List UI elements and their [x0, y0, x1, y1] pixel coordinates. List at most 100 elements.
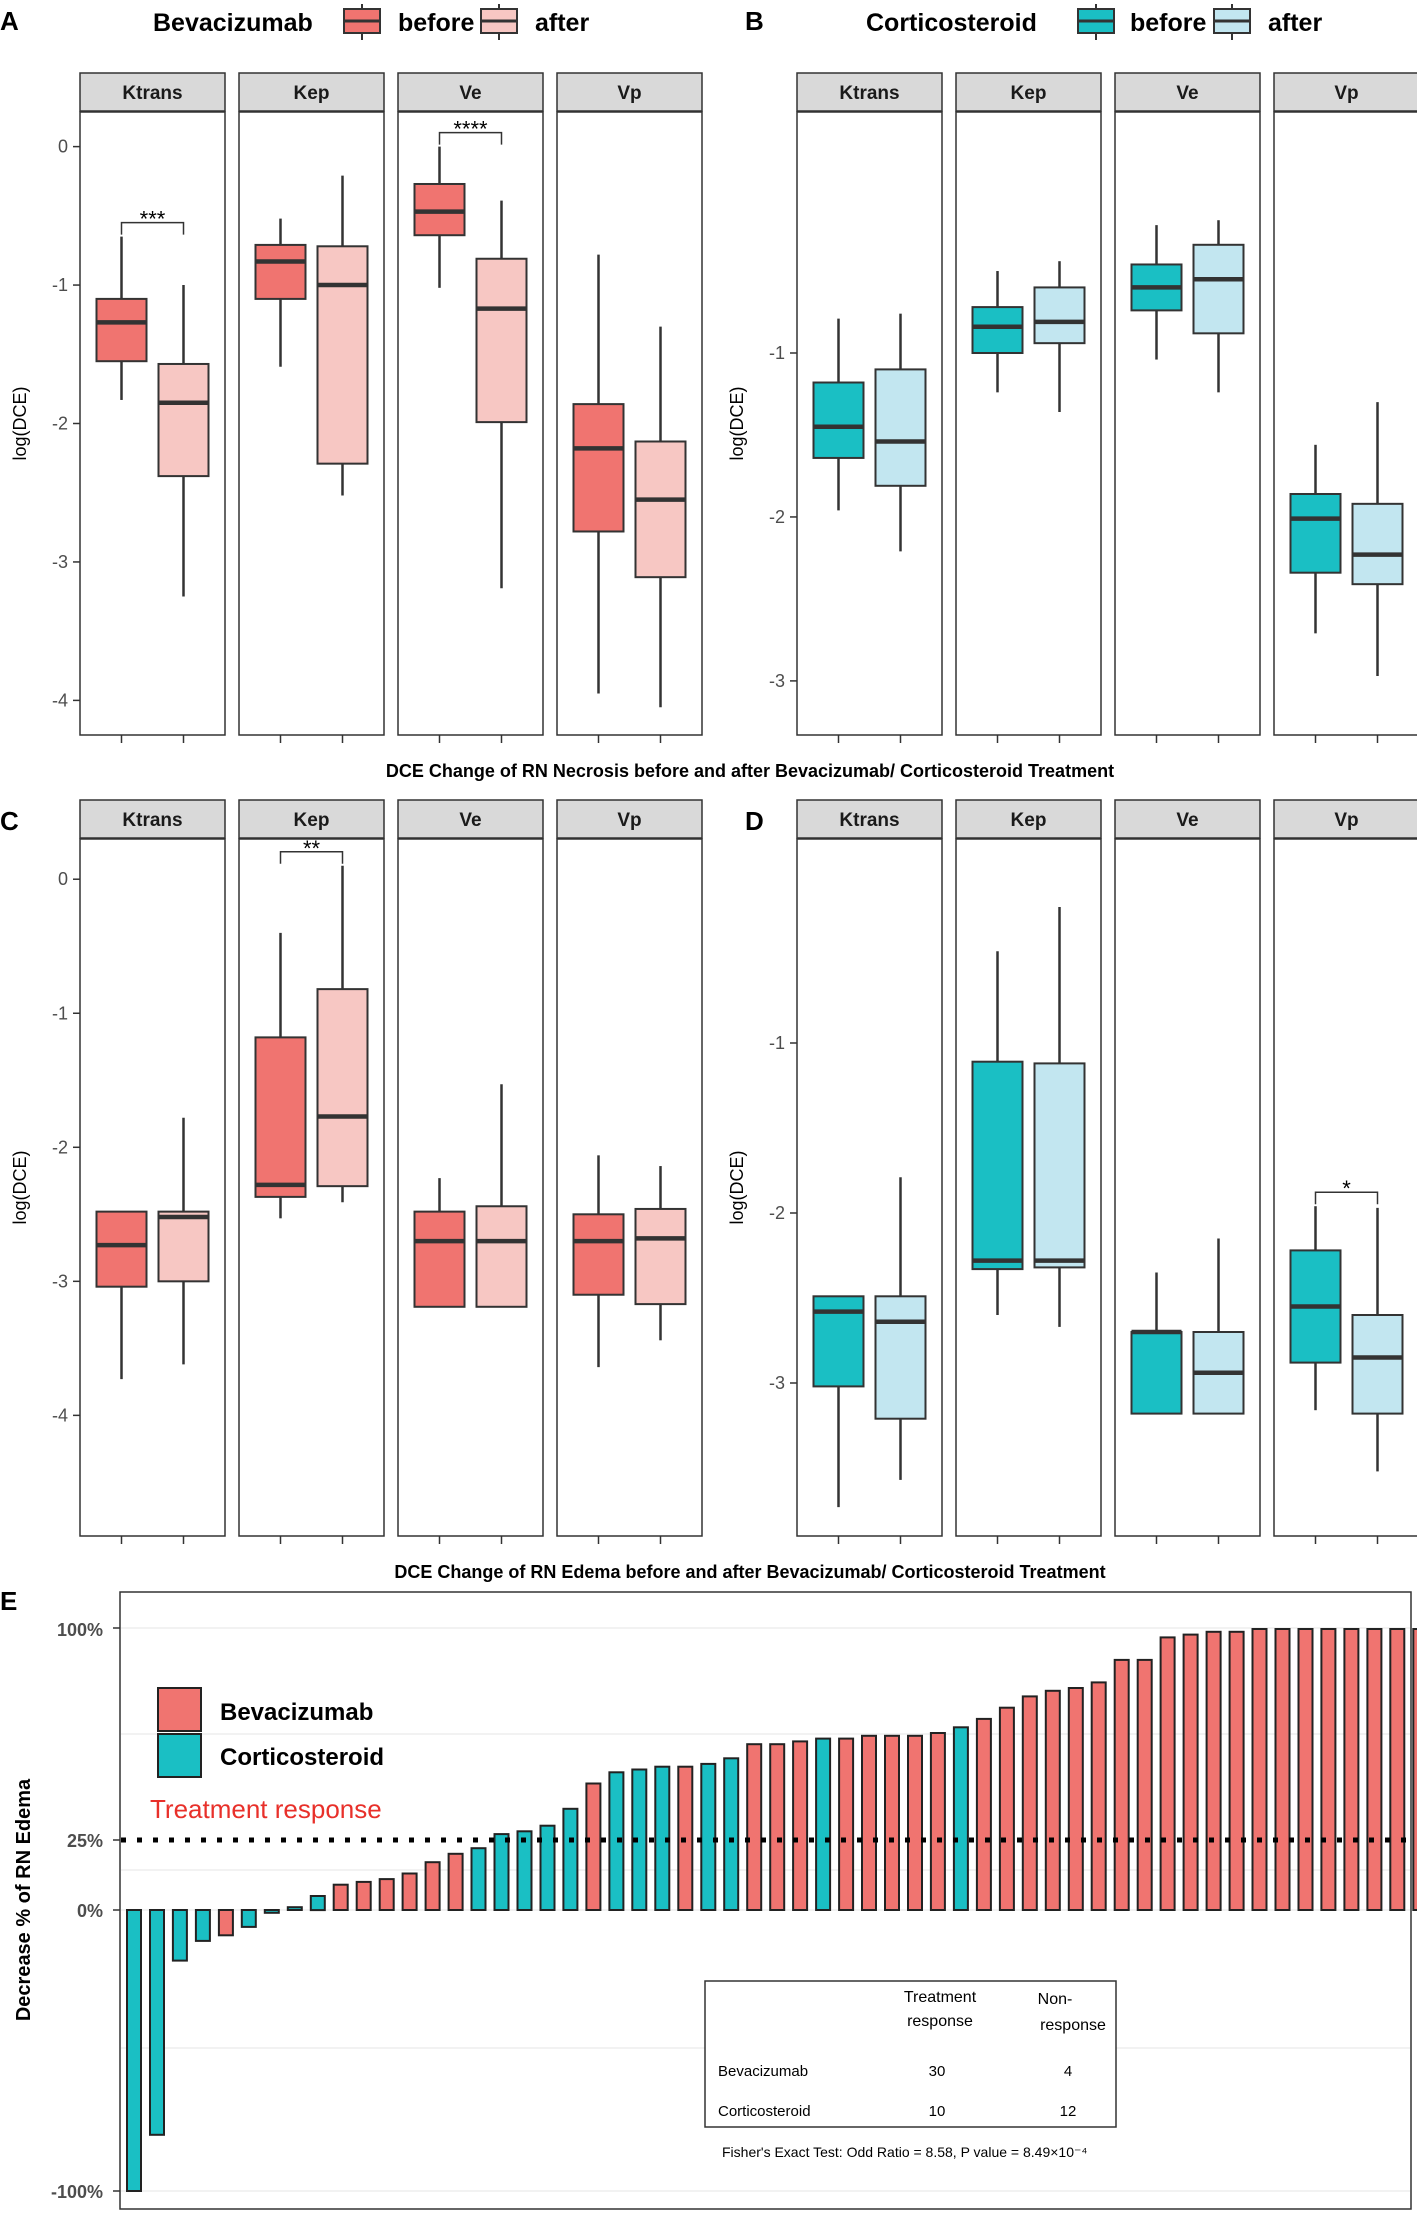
waterfall-bar-bev	[1412, 1628, 1417, 1911]
panel-e-waterfall: Decrease % of RN Edema 100% 25% 0% -100%…	[13, 1591, 1417, 2210]
box-before	[1289, 1206, 1342, 1544]
waterfall-bar-bev	[447, 1852, 464, 1912]
facet-strip-label: Kep	[294, 810, 330, 831]
facet-strip	[397, 799, 544, 839]
waterfall-bar-bev	[1228, 1630, 1245, 1912]
panel-d-box-plots: log(DCE) -1 -2 -3 Ktrans Kep Ve Vp *	[727, 799, 1417, 1544]
panel-letter-b: B	[745, 6, 764, 36]
box-iqr	[971, 1060, 1024, 1271]
waterfall-bar-bev	[1090, 1681, 1107, 1912]
waterfall-bar-bev	[1320, 1628, 1337, 1911]
y-tick-label: -2	[52, 414, 68, 434]
waterfall-bar-bev	[769, 1743, 786, 1911]
waterfall-bar-bev	[929, 1732, 946, 1911]
facet-ktrans: Ktrans ***	[79, 72, 226, 743]
y-tick-label: -3	[52, 1271, 68, 1291]
legend-cort-after-label: after	[1268, 9, 1322, 37]
waterfall-bar-cort	[562, 1807, 579, 1912]
box-before	[1130, 225, 1183, 743]
box-after	[1033, 907, 1086, 1544]
box-before	[971, 271, 1024, 743]
facet-ve: Ve ****	[397, 72, 544, 743]
facet-strip	[955, 72, 1102, 112]
y-axis-title: log(DCE)	[10, 1150, 30, 1224]
facet-strip-label: Ktrans	[122, 83, 182, 104]
facet-strip	[1114, 799, 1261, 839]
box-iqr	[971, 306, 1024, 355]
box-after	[475, 200, 528, 743]
facet-ve: Ve	[397, 799, 544, 1544]
waterfall-bar-bev	[1274, 1628, 1291, 1911]
table-row-cort-non: 12	[1060, 2103, 1077, 2120]
waterfall-bar-cort	[470, 1847, 487, 1911]
facet-ve: Ve	[1114, 799, 1261, 1544]
waterfall-bar-bev	[884, 1734, 900, 1912]
box-iqr	[316, 245, 369, 465]
facet-strip	[796, 799, 943, 839]
box-iqr	[157, 1210, 210, 1283]
legend-cort-title: Corticosteroid	[866, 9, 1037, 37]
box-iqr	[572, 403, 625, 533]
waterfall-bar-bev	[1182, 1633, 1199, 1911]
facet-frame	[955, 111, 1102, 736]
box-before	[1130, 1272, 1183, 1544]
facet-frame	[397, 838, 544, 1537]
y-tick-label: -1	[52, 1003, 68, 1023]
legend-corticosteroid: Corticosteroid before after	[866, 4, 1322, 40]
panel-letter-c: C	[0, 806, 19, 836]
waterfall-bar-bev	[1136, 1658, 1153, 1912]
box-after	[157, 1117, 210, 1544]
facet-frame	[796, 838, 943, 1537]
waterfall-bar-cort	[815, 1737, 832, 1911]
row-title-edema: DCE Change of RN Edema before and after …	[394, 1562, 1105, 1582]
box-iqr	[1033, 1062, 1086, 1269]
waterfall-bar-bev	[355, 1880, 372, 1912]
y-tick-label: -2	[769, 507, 785, 527]
box-iqr	[1130, 1331, 1183, 1415]
box-iqr	[1033, 286, 1086, 345]
waterfall-bar-bev	[975, 1717, 992, 1912]
y-tick-label: -2	[769, 1203, 785, 1223]
waterfall-bar-bev	[1366, 1628, 1383, 1911]
facet-strip-label: Vp	[1334, 83, 1358, 104]
legend-e-cort-key	[157, 1733, 202, 1778]
box-before	[95, 236, 148, 743]
facet-frame	[556, 838, 703, 1537]
table-row-cort-response: 10	[929, 2103, 946, 2120]
waterfall-bar-bev	[401, 1872, 418, 1911]
box-iqr	[254, 243, 307, 300]
facet-strip-label: Vp	[617, 83, 641, 104]
panel-e-ytick-100: 100%	[57, 1620, 103, 1640]
table-header-response-line1: Treatment	[904, 1989, 977, 2006]
y-tick-label: -4	[52, 1405, 68, 1425]
box-after	[634, 1166, 687, 1544]
box-iqr	[572, 1213, 625, 1296]
facet-strip-label: Ve	[1176, 83, 1198, 104]
waterfall-bar-cort	[700, 1762, 717, 1912]
facet-strip	[238, 799, 385, 839]
legend-cort-before-label: before	[1130, 9, 1207, 37]
significance-bracket	[1314, 1191, 1379, 1205]
box-iqr	[475, 257, 528, 424]
facet-strip-label: Vp	[617, 810, 641, 831]
facet-strip	[1114, 72, 1261, 112]
box-iqr	[1351, 502, 1404, 586]
y-axis-title: log(DCE)	[10, 386, 30, 460]
panel-e-ytick-0: 0%	[77, 1901, 103, 1921]
box-iqr	[874, 368, 927, 487]
fisher-exact-test-caption: Fisher's Exact Test: Odd Ratio = 8.58, P…	[722, 2144, 1087, 2160]
waterfall-bar-bev	[998, 1706, 1015, 1911]
facet-strip-label: Kep	[294, 83, 330, 104]
facet-strip	[955, 799, 1102, 839]
box-iqr	[316, 988, 369, 1188]
waterfall-bar-bev	[1021, 1695, 1038, 1912]
facet-vp: Vp	[556, 799, 703, 1544]
facet-kep: Kep	[238, 72, 385, 743]
box-before	[413, 146, 466, 743]
waterfall-bar-cort	[723, 1757, 740, 1912]
box-after	[316, 865, 369, 1544]
waterfall-bar-cort	[240, 1909, 257, 1928]
box-before	[95, 1210, 148, 1544]
box-after	[1351, 1207, 1404, 1544]
